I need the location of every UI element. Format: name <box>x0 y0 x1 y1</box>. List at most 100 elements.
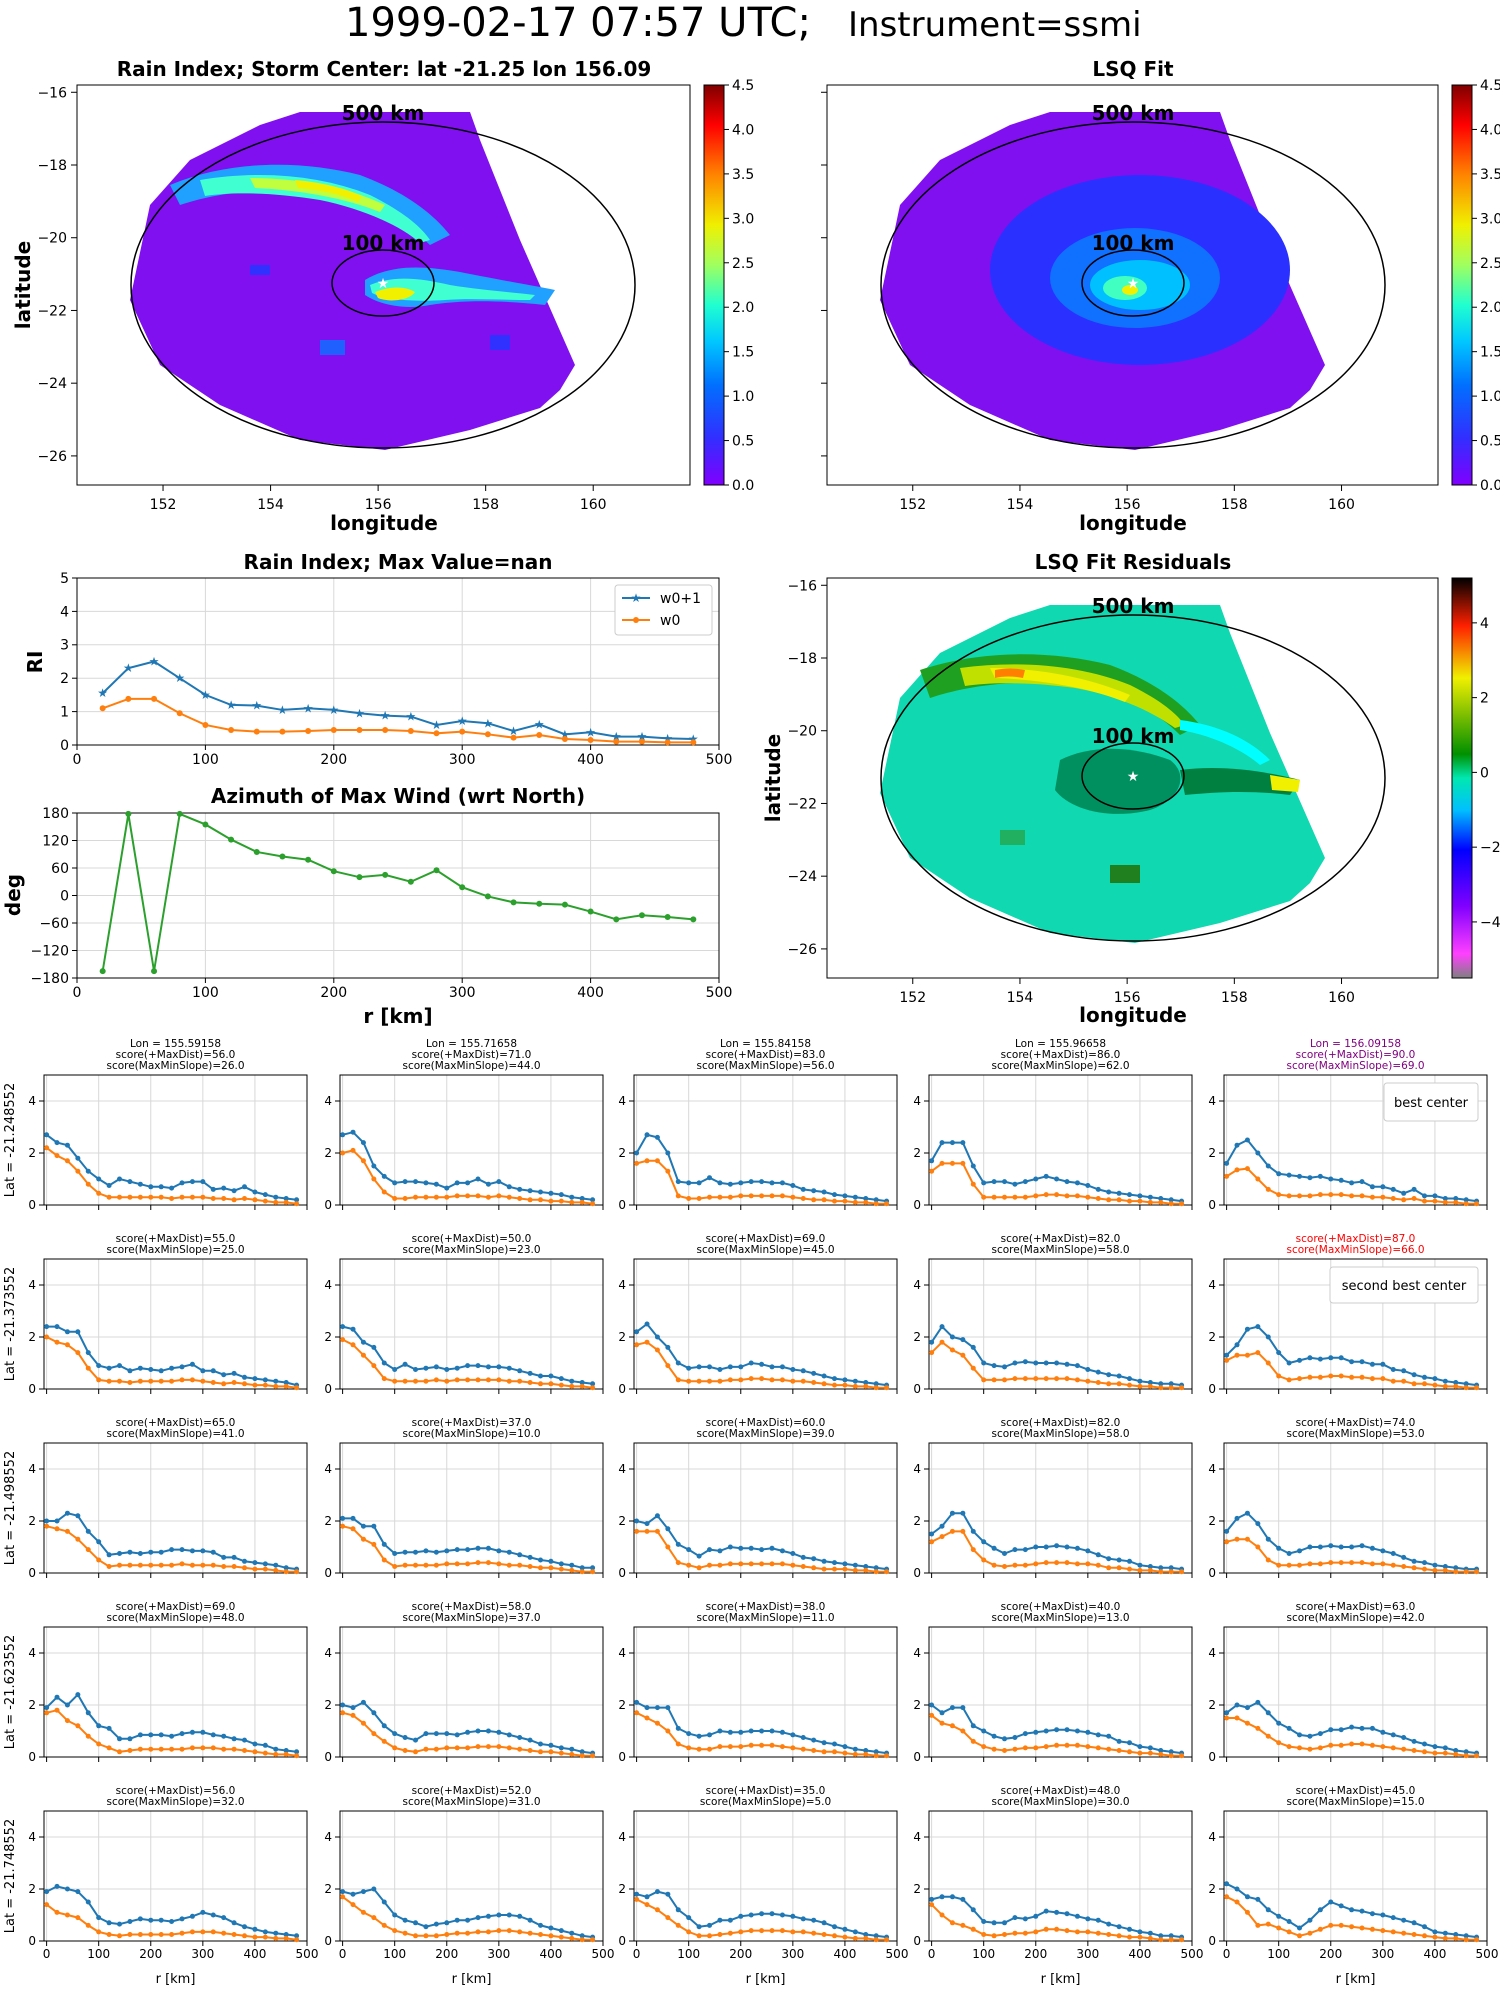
lat-tick-label: −22 <box>37 303 67 319</box>
grid-w0plus1-point <box>852 1746 858 1752</box>
grid-w0-point <box>242 1933 248 1939</box>
grid-w0-point <box>1432 1567 1438 1573</box>
azimuth-point <box>690 916 697 923</box>
grid-panel-title: score(MaxMinSlope)=31.0 <box>402 1796 540 1808</box>
grid-w0plus1-point <box>558 1192 564 1198</box>
grid-w0-point <box>200 1929 206 1935</box>
grid-w0plus1-point <box>54 1883 60 1889</box>
grid-w0plus1-point <box>727 1917 733 1923</box>
w0-point <box>330 726 337 733</box>
grid-w0-point <box>117 1933 123 1939</box>
grid-w0plus1-point <box>1244 1326 1250 1332</box>
grid-w0plus1-point <box>811 1917 817 1923</box>
grid-w0plus1-point <box>569 1378 575 1384</box>
y-tick-label: 4 <box>913 1646 921 1660</box>
w0-point <box>690 739 697 746</box>
grid-w0plus1-point <box>158 1549 164 1555</box>
rain-band-outer <box>170 164 450 245</box>
w0-point <box>151 695 158 702</box>
colorbar-tick-label: −4 <box>1480 915 1500 931</box>
grid-w0plus1-point <box>179 1364 185 1370</box>
grid-w0plus1-point <box>769 1545 775 1551</box>
grid-w0plus1-point <box>465 1729 471 1735</box>
grid-w0plus1-point <box>221 1372 227 1378</box>
grid-panel-title: score(MaxMinSlope)=48.0 <box>106 1612 244 1624</box>
storm-center-marker: ★ <box>1127 769 1140 785</box>
grid-w0-point <box>189 1562 195 1568</box>
grid-w0plus1-point <box>1453 1932 1459 1937</box>
colorbar-tick-label: 3.5 <box>732 167 754 183</box>
grid-w0plus1-point <box>1022 1359 1028 1365</box>
grid-w0-point <box>1401 1746 1407 1752</box>
grid-w0plus1-point <box>360 1889 366 1895</box>
y-tick-label: 2 <box>28 1146 36 1160</box>
grid-w0plus1-point <box>340 1324 346 1330</box>
y-tick-label: 0 <box>618 1934 626 1948</box>
grid-w0plus1-point <box>1359 1543 1365 1549</box>
grid-w0plus1-point <box>738 1364 744 1370</box>
grid-w0plus1-point <box>1338 1177 1344 1183</box>
grid-panel: 024score(+MaxDist)=82.0score(MaxMinSlope… <box>913 1233 1193 1396</box>
grid-w0plus1-point <box>654 1705 660 1711</box>
grid-w0-point <box>686 1196 692 1201</box>
grid-w0plus1-point <box>64 1329 70 1335</box>
azimuth-point <box>613 916 620 923</box>
grid-w0plus1-point <box>970 1163 976 1169</box>
grid-w0plus1-point <box>634 1891 640 1897</box>
grid-w0plus1-point <box>929 1339 935 1345</box>
resid-yellow-spot <box>1270 775 1300 792</box>
grid-w0-point <box>444 1194 450 1200</box>
grid-panel-title: score(MaxMinSlope)=26.0 <box>106 1060 244 1072</box>
grid-w0-point <box>1307 1746 1313 1752</box>
grid-w0-point <box>569 1751 575 1757</box>
grid-w0plus1-point <box>960 1337 966 1343</box>
grid-w0-point <box>1033 1745 1039 1751</box>
grid-w0plus1-point <box>949 1334 955 1340</box>
grid-w0-point <box>1085 1561 1091 1567</box>
grid-w0plus1-point <box>558 1745 564 1751</box>
grid-w0-point <box>1012 1746 1018 1752</box>
grid-w0plus1-point <box>686 1365 692 1371</box>
grid-w0-point <box>1043 1744 1049 1750</box>
grid-w0-point <box>1422 1198 1428 1204</box>
y-tick-label: 4 <box>324 1830 332 1844</box>
grid-w0plus1-point <box>454 1365 460 1371</box>
grid-w0-point <box>1380 1744 1386 1750</box>
grid-w0-point <box>759 1928 765 1934</box>
grid-w0plus1-point <box>939 1523 945 1529</box>
y-tick-label: 4 <box>28 1646 36 1660</box>
grid-w0plus1-point <box>64 1702 70 1708</box>
grid-w0-point <box>294 1201 300 1207</box>
grid-w0plus1-point <box>769 1728 775 1734</box>
grid-w0-point <box>148 1378 154 1384</box>
grid-w0-point <box>423 1378 429 1384</box>
grid-w0-point <box>1116 1197 1122 1203</box>
grid-w0-point <box>506 1928 512 1934</box>
y-tick-label: 4 <box>618 1830 626 1844</box>
grid-w0-point <box>991 1562 997 1568</box>
w0plus1-point: ★ <box>482 716 493 730</box>
grid-w0plus1-point <box>262 1192 268 1198</box>
grid-w0plus1-point <box>1380 1548 1386 1554</box>
grid-row-lat-label: Lat = -21.623552 <box>3 1635 18 1749</box>
grid-w0-point <box>991 1377 997 1383</box>
grid-w0-point <box>475 1560 481 1566</box>
grid-w0plus1-point <box>1401 1735 1407 1740</box>
grid-w0plus1-point <box>1106 1921 1112 1927</box>
grid-w0-point <box>981 1557 987 1563</box>
w0plus1-line <box>101 660 694 740</box>
grid-w0plus1-point <box>1085 1548 1091 1554</box>
grid-w0-point <box>465 1930 471 1936</box>
grid-w0plus1-point <box>590 1381 596 1387</box>
lon-tick-label: 152 <box>150 497 177 513</box>
grid-w0plus1-point <box>1255 1150 1261 1156</box>
grid-w0plus1-point <box>1411 1920 1417 1926</box>
grid-w0plus1-point <box>371 1886 377 1892</box>
grid-w0-point <box>654 1158 660 1164</box>
grid-w0-point <box>696 1378 702 1384</box>
grid-w0plus1-point <box>1317 1731 1323 1737</box>
grid-w0-point <box>1116 1565 1122 1571</box>
colorbar-tick-label: 2.0 <box>1480 300 1500 316</box>
grid-w0-point <box>538 1749 544 1755</box>
